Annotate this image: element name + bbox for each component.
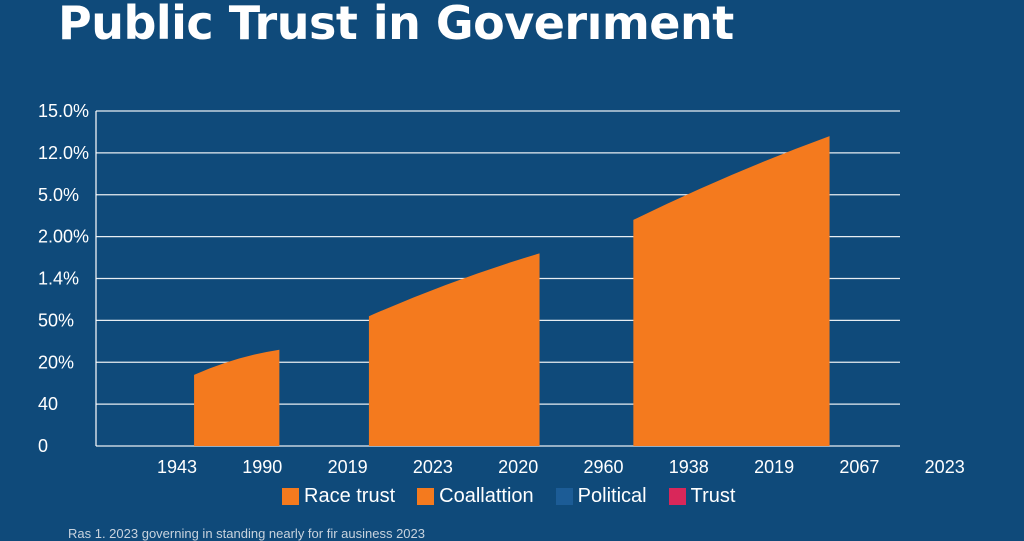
y-tick-label: 40 bbox=[38, 394, 58, 414]
area-segment bbox=[194, 349, 280, 446]
legend-label: Political bbox=[577, 485, 647, 507]
legend-item-race-trust[interactable]: Race trust bbox=[282, 485, 395, 508]
y-tick-label: 12.0% bbox=[38, 143, 89, 163]
x-tick-label: 2960 bbox=[583, 457, 623, 477]
legend-swatch bbox=[668, 488, 686, 505]
x-tick-label: 1938 bbox=[669, 457, 709, 477]
chart-footnote: Ras 1. 2023 governing in standing nearly… bbox=[68, 526, 425, 541]
area-segment bbox=[368, 253, 540, 446]
x-tick-label: 2023 bbox=[925, 457, 965, 477]
x-tick-label: 2067 bbox=[839, 457, 879, 477]
legend-label: Coallattion bbox=[439, 485, 534, 507]
chart-title: Public Trust in Goverıment bbox=[58, 0, 734, 50]
x-tick-label: 2020 bbox=[498, 457, 538, 477]
y-tick-label: 5.0% bbox=[38, 185, 79, 205]
legend-swatch bbox=[282, 488, 299, 505]
legend-label: Race trust bbox=[304, 485, 396, 507]
legend-label: Trust bbox=[690, 485, 736, 507]
y-tick-label: 0 bbox=[38, 436, 48, 456]
legend-swatch bbox=[417, 488, 435, 505]
y-tick-label: 15.0% bbox=[38, 101, 89, 121]
legend-item-political[interactable]: Political bbox=[555, 485, 647, 508]
y-tick-label: 2.00% bbox=[38, 227, 89, 247]
legend-item-coallattion[interactable]: Coallattion bbox=[417, 485, 534, 508]
y-tick-label: 1.4% bbox=[38, 269, 79, 289]
x-tick-label: 2019 bbox=[328, 457, 368, 477]
y-tick-label: 20% bbox=[38, 352, 74, 372]
x-tick-label: 2023 bbox=[413, 457, 453, 477]
y-tick-label: 50% bbox=[38, 310, 74, 330]
area-segment bbox=[633, 136, 830, 446]
legend-swatch bbox=[555, 488, 573, 505]
legend-item-trust[interactable]: Trust bbox=[668, 485, 736, 508]
chart-legend: Race trust Coallattion Political Trust bbox=[282, 485, 757, 508]
x-tick-label: 2019 bbox=[754, 457, 794, 477]
x-tick-label: 1990 bbox=[242, 457, 282, 477]
x-tick-label: 1943 bbox=[157, 457, 197, 477]
